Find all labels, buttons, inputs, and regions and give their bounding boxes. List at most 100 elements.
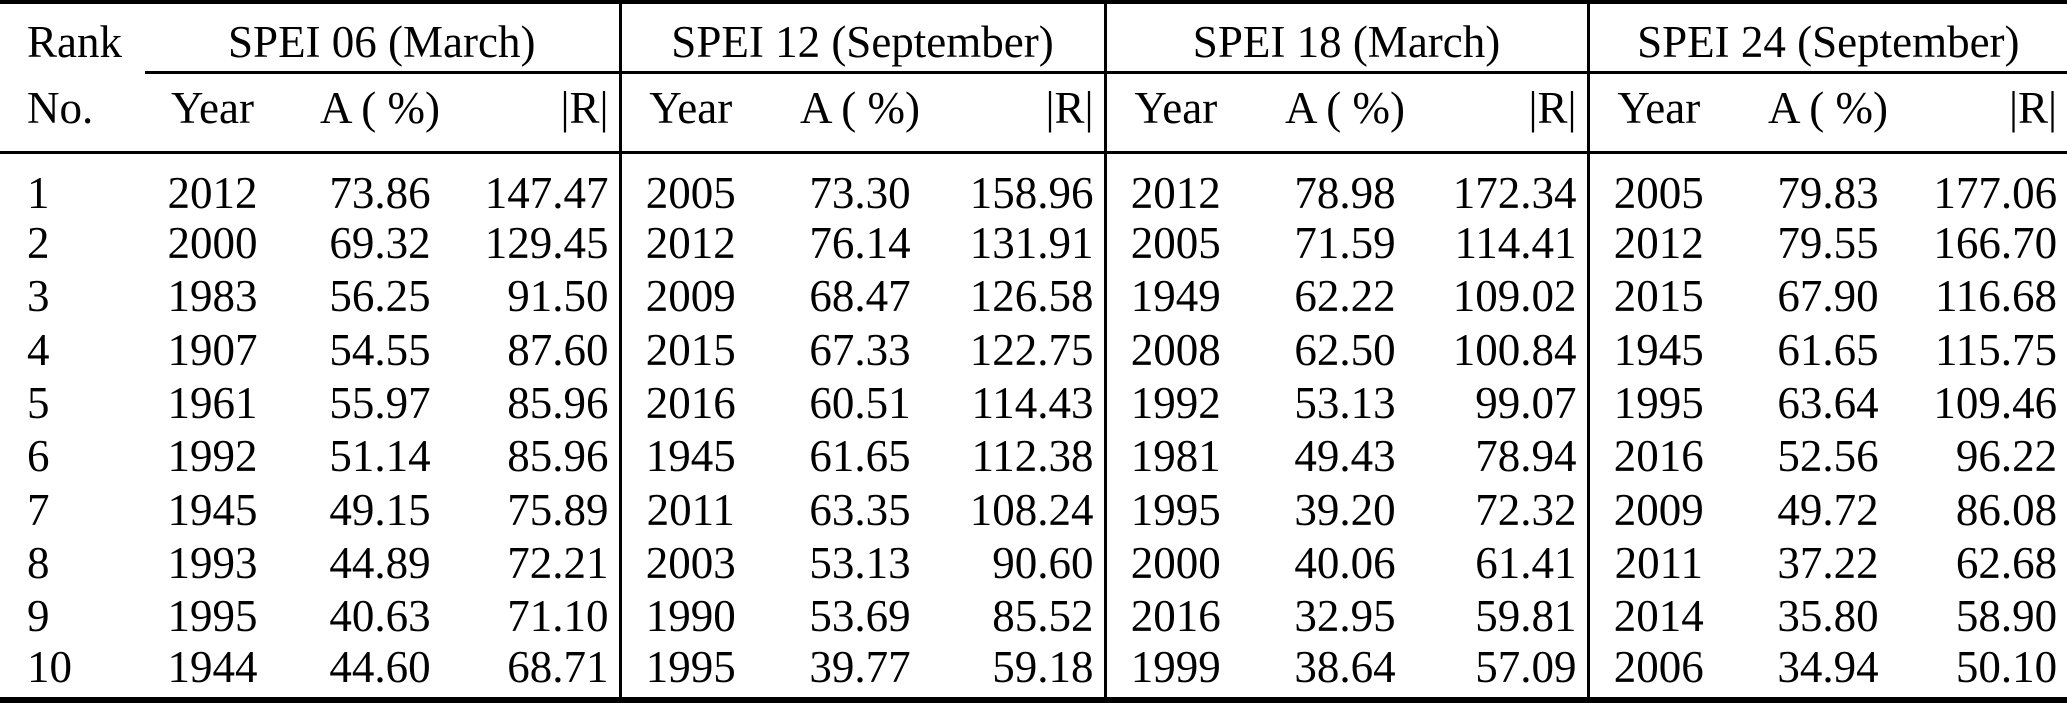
abs-r-header: |R|: [1445, 72, 1589, 154]
year-cell: 2015: [618, 323, 760, 377]
area-percent-cell: 49.72: [1777, 484, 1879, 535]
group-header-spei18: SPEI 18 (March): [1103, 2, 1589, 74]
year-cell: 2005: [618, 152, 760, 218]
table-row: 7 1945 49.15 75.89 2011 63.35 108.24 1995 39.20 7…: [0, 483, 2067, 537]
area-percent-cell: 79.55: [1777, 218, 1879, 269]
area-percent-cell: 56.25: [329, 271, 431, 322]
year-cell: 1981: [1103, 430, 1246, 484]
area-percent-cell: 68.47: [809, 271, 911, 322]
abs-r-cell: 177.06: [1933, 167, 2058, 218]
abs-r-cell: 72.32: [1475, 484, 1577, 535]
area-percent-cell: 40.06: [1294, 537, 1396, 588]
abs-r-cell: 147.47: [484, 167, 609, 218]
area-percent-cell: 62.50: [1294, 324, 1396, 375]
year-cell: 2016: [618, 376, 760, 431]
table-row: 6 1992 51.14 85.96 1945 61.65 112.38 1981 49.43 7…: [0, 430, 2067, 484]
year-header: Year: [618, 72, 760, 154]
abs-r-cell: 90.60: [992, 537, 1094, 588]
abs-r-cell: 85.96: [507, 431, 609, 482]
abs-r-cell: 86.08: [1955, 484, 2058, 535]
abs-r-header: |R|: [960, 72, 1106, 154]
column-header-row: No. Year A ( %) |R| Year A ( %) |R| Year…: [0, 72, 2067, 154]
year-cell: 1995: [1103, 483, 1246, 537]
area-percent-cell: 61.65: [1777, 324, 1879, 375]
year-cell: 1961: [167, 377, 258, 428]
area-percent-cell: 32.95: [1294, 591, 1396, 642]
table-body: 1 2012 73.86 147.47 2005 73.30 158.96 2012 78.98…: [0, 152, 2067, 700]
abs-r-cell: 99.07: [1475, 377, 1577, 428]
area-percent-cell: 63.35: [809, 484, 911, 535]
year-cell: 2012: [1103, 152, 1246, 218]
area-percent-cell: 35.80: [1777, 591, 1879, 642]
year-cell: 1945: [618, 430, 760, 484]
area-percent-cell: 71.59: [1294, 218, 1396, 269]
table-row: 9 1995 40.63 71.10 1990 53.69 85.52 2016 32.95 59…: [0, 590, 2067, 644]
group-header-spei24: SPEI 24 (September): [1586, 2, 2067, 74]
abs-r-cell: 166.70: [1933, 218, 2058, 269]
year-cell: 2012: [167, 167, 258, 218]
abs-r-cell: 112.38: [971, 431, 1094, 482]
year-cell: 2012: [1586, 217, 1729, 271]
abs-r-cell: 100.84: [1452, 324, 1577, 375]
year-cell: 2005: [1586, 152, 1729, 218]
year-cell: 2016: [1103, 590, 1246, 644]
abs-r-cell: 78.94: [1475, 431, 1577, 482]
area-percent-cell: 60.51: [809, 377, 911, 428]
year-cell: 2015: [1586, 270, 1729, 324]
area-percent-cell: 69.32: [329, 218, 431, 269]
area-percent-cell: 53.13: [1294, 377, 1396, 428]
year-cell: 1995: [1586, 376, 1729, 431]
table-row: 5 1961 55.97 85.96 2016 60.51 114.43 1992 53.13 9…: [0, 376, 2067, 431]
year-cell: 2005: [1103, 217, 1246, 271]
abs-r-cell: 59.81: [1475, 591, 1577, 642]
abs-r-header: |R|: [480, 72, 620, 154]
year-cell: 2009: [1586, 483, 1729, 537]
area-percent-cell: 53.13: [809, 537, 911, 588]
area-percent-cell: 67.90: [1777, 271, 1879, 322]
year-cell: 1949: [1103, 270, 1246, 324]
year-cell: 2008: [1103, 323, 1246, 377]
abs-r-cell: 61.41: [1475, 537, 1577, 588]
rank-cell: 8: [27, 537, 50, 588]
rank-header: Rank: [27, 17, 122, 68]
abs-r-cell: 131.91: [969, 218, 1094, 269]
area-percent-cell: 67.33: [809, 324, 911, 375]
area-percent-cell: 37.22: [1777, 537, 1879, 588]
year-cell: 1995: [618, 643, 760, 700]
area-percent-cell: 44.60: [329, 643, 431, 692]
area-percent-cell: 51.14: [329, 431, 431, 482]
year-cell: 2011: [618, 483, 760, 537]
abs-r-cell: 72.21: [507, 537, 609, 588]
abs-r-cell: 114.41: [1454, 218, 1577, 269]
year-cell: 1992: [167, 431, 258, 482]
year-cell: 1983: [167, 271, 258, 322]
rank-cell: 3: [27, 271, 50, 322]
year-cell: 2000: [167, 218, 258, 269]
year-cell: 2011: [1586, 536, 1729, 591]
area-percent-cell: 44.89: [329, 537, 431, 588]
area-percent-cell: 76.14: [809, 218, 911, 269]
area-percent-cell: 55.97: [329, 377, 431, 428]
year-cell: 2003: [618, 536, 760, 591]
year-cell: 1990: [618, 590, 760, 644]
abs-r-cell: 115.75: [1934, 324, 2058, 375]
area-percent-header: A ( %): [1245, 72, 1446, 154]
year-cell: 1993: [167, 537, 258, 588]
area-percent-cell: 40.63: [329, 591, 431, 642]
area-percent-cell: 52.56: [1777, 431, 1879, 482]
abs-r-cell: 59.18: [992, 643, 1094, 692]
abs-r-cell: 85.96: [507, 377, 609, 428]
abs-r-cell: 109.46: [1933, 377, 2058, 428]
table-row: 4 1907 54.55 87.60 2015 67.33 122.75 2008 62.50 1…: [0, 323, 2067, 377]
abs-r-cell: 158.96: [969, 167, 1094, 218]
area-percent-header: A ( %): [1728, 72, 1929, 154]
rank-cell: 6: [27, 431, 50, 482]
year-cell: 1945: [1586, 323, 1729, 377]
rank-cell: 5: [27, 377, 50, 428]
area-percent-cell: 61.65: [809, 431, 911, 482]
area-percent-cell: 34.94: [1777, 643, 1879, 692]
area-percent-cell: 73.86: [329, 167, 431, 218]
abs-r-cell: 68.71: [507, 643, 609, 692]
